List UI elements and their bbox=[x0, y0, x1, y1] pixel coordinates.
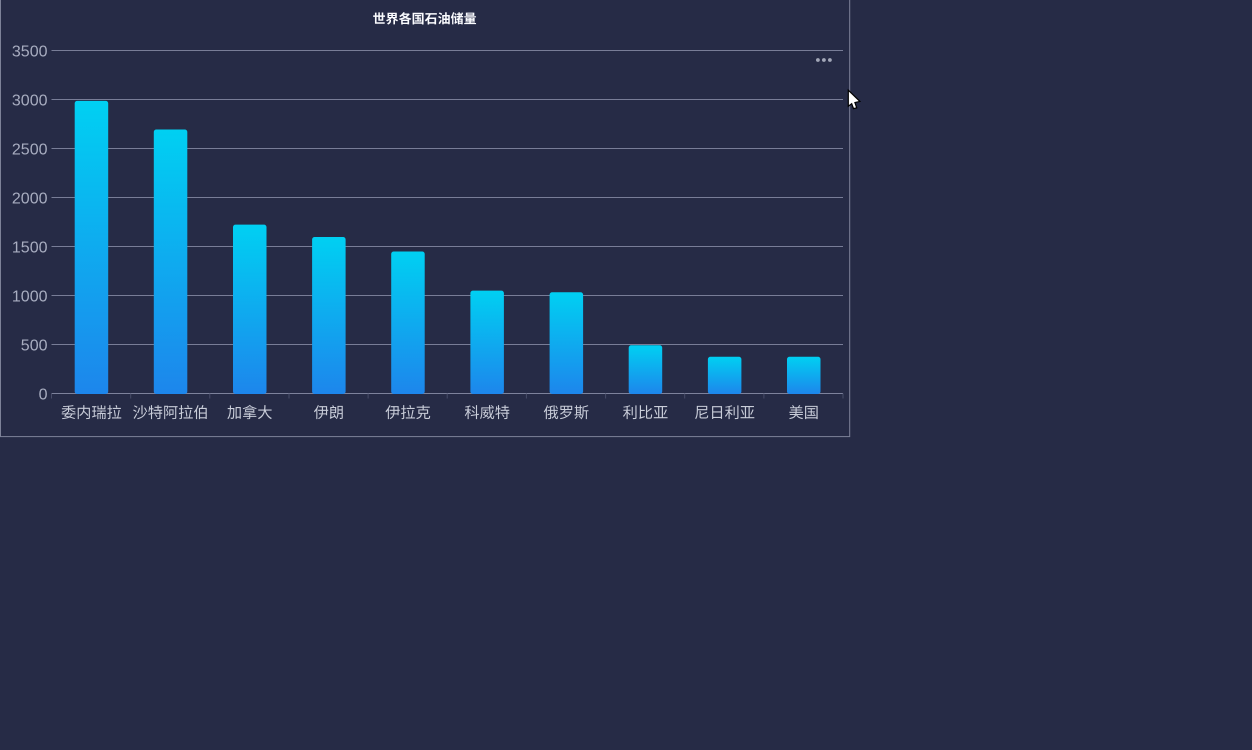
svg-text:3000: 3000 bbox=[12, 92, 48, 109]
svg-text:2000: 2000 bbox=[12, 190, 48, 207]
svg-text:1500: 1500 bbox=[12, 239, 48, 256]
svg-text:0: 0 bbox=[39, 386, 48, 403]
svg-text:2500: 2500 bbox=[12, 141, 48, 158]
svg-text:1000: 1000 bbox=[12, 288, 48, 305]
svg-text:500: 500 bbox=[21, 337, 48, 354]
svg-text:3500: 3500 bbox=[12, 43, 48, 60]
